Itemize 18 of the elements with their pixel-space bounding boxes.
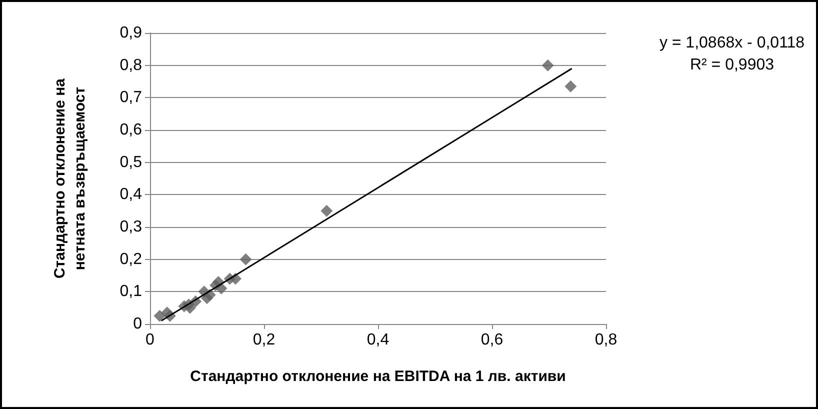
x-tick-label: 0,2 (252, 332, 276, 348)
y-tick-label: 0,6 (120, 122, 142, 138)
y-tick-label: 0,3 (120, 218, 142, 236)
y-tick-label: 0,5 (120, 154, 142, 171)
y-tick-label: 0,7 (120, 89, 142, 106)
x-tick-label: 0,4 (366, 332, 390, 348)
y-tick-label: 0,8 (120, 56, 142, 74)
text: y = 1,0868x - 0,0118 R² = 0,9903 (659, 34, 805, 74)
y-tick-label: 0,9 (120, 24, 142, 42)
y-tick-label: 0,1 (120, 283, 142, 300)
y-tick-label: 0,2 (120, 250, 142, 268)
y-axis-title: Стандартно отклонение на нетната възвръщаемост (52, 78, 88, 279)
x-tick-label: 0,6 (480, 332, 504, 348)
x-tick-label: 0 (146, 332, 155, 348)
y-tick-label: 0 (133, 316, 142, 332)
x-tick-label: 0,8 (594, 332, 618, 348)
x-axis-title: Стандартно отклонение на EBITDA на 1 лв. активи (190, 368, 566, 385)
y-tick-label: 0,4 (120, 186, 142, 204)
